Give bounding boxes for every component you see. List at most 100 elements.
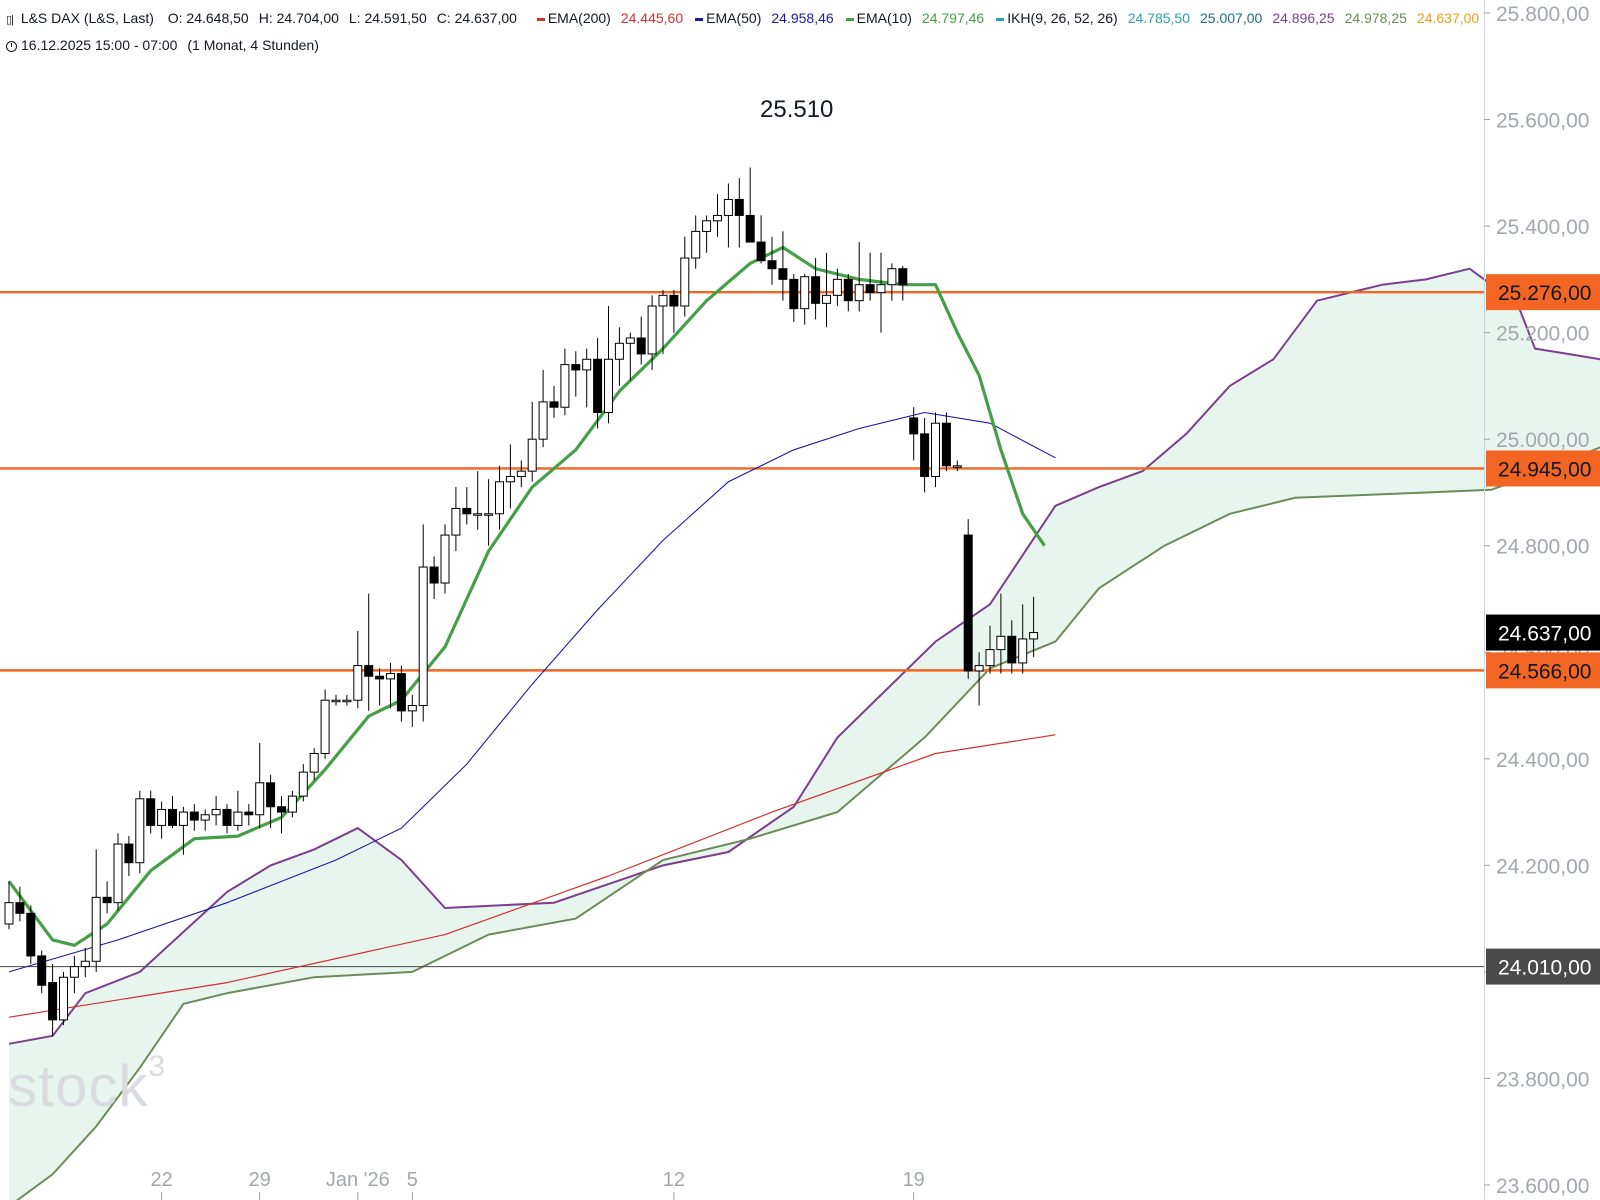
- candle: [80, 947, 90, 978]
- candle: [680, 236, 690, 317]
- senkou-span-a: [8, 267, 1600, 1045]
- candle: [135, 790, 145, 874]
- candle-body: [669, 294, 679, 307]
- candle-body: [211, 808, 221, 816]
- y-tick-label: 24.400,00: [1496, 749, 1589, 772]
- candle-body: [941, 422, 951, 467]
- candle: [309, 748, 319, 781]
- indicator-value: 24.958,46: [771, 10, 834, 26]
- candle: [516, 460, 526, 488]
- candle-body: [789, 278, 799, 310]
- candle-body: [298, 771, 308, 797]
- candle: [277, 796, 286, 834]
- y-tick-label: 25.400,00: [1496, 216, 1589, 239]
- candle: [48, 963, 58, 1036]
- level-tag-bg: [1486, 274, 1600, 311]
- indicator-value: 24.637,00: [1416, 10, 1480, 26]
- time-axis[interactable]: 22 29 Jan '26 5 12 19: [150, 1169, 925, 1200]
- candle: [887, 263, 897, 301]
- y-tick-label: 25.000,00: [1496, 429, 1589, 452]
- candle-body: [658, 294, 668, 307]
- candle-body: [723, 198, 733, 216]
- candle: [527, 401, 537, 482]
- candle-body: [778, 268, 788, 280]
- candle: [996, 593, 1006, 674]
- instrument-name[interactable]: L&S DAX (L&S, Last): [20, 10, 154, 26]
- indicator-label[interactable]: IKH(9, 26, 52, 26): [1007, 10, 1118, 26]
- level-tag-bg: [1486, 652, 1600, 689]
- clock-icon: [6, 41, 17, 52]
- candle: [800, 274, 810, 325]
- candle-body: [898, 268, 908, 286]
- candle-body: [37, 955, 47, 986]
- candle-body: [614, 342, 624, 360]
- last-price-tag-bg: [1486, 614, 1600, 651]
- candle-body: [178, 811, 188, 826]
- ohlc-l: L: 24.591,50: [348, 10, 427, 26]
- legend-row-1: ▯| L&S DAX (L&S, Last) O: 24.648,50 H: 24…: [6, 9, 1487, 29]
- y-tick-label: 25.800,00: [1496, 3, 1589, 26]
- candle: [865, 252, 875, 301]
- candle: [418, 524, 428, 722]
- candle: [244, 804, 254, 826]
- candle-body: [59, 976, 68, 1021]
- y-tick-label: 24.200,00: [1496, 855, 1589, 878]
- ohlc-h: H: 24.704,00: [258, 10, 339, 26]
- candle-body: [277, 806, 286, 813]
- candle-body: [287, 795, 297, 813]
- candle: [462, 487, 472, 525]
- indicator-label[interactable]: EMA(10): [856, 10, 912, 26]
- candle: [702, 215, 712, 253]
- cloud-fill: [9, 268, 1600, 1200]
- senkou-span-b: [15, 446, 1600, 1200]
- x-tick-label: 19: [903, 1169, 925, 1191]
- candle: [342, 694, 352, 706]
- ohlc-values: O: 24.648,50 H: 24.704,00 L: 24.591,50 C: 2…: [162, 10, 521, 26]
- candle-body: [832, 278, 842, 296]
- candle: [233, 790, 243, 831]
- indicator-label[interactable]: EMA(200): [547, 10, 611, 26]
- candle: [832, 268, 842, 306]
- candle: [113, 833, 123, 911]
- candle-body: [516, 470, 526, 477]
- candle-body: [680, 257, 690, 307]
- candle-body: [429, 566, 439, 584]
- candle-body: [484, 513, 494, 516]
- candle: [549, 385, 559, 418]
- candle-body: [811, 276, 821, 304]
- candle: [909, 407, 919, 461]
- candle: [920, 417, 930, 493]
- candle-body: [473, 513, 483, 516]
- candle: [571, 351, 581, 397]
- candle: [353, 630, 363, 709]
- candle: [931, 412, 940, 488]
- candle-body: [386, 673, 395, 680]
- candle: [484, 479, 494, 546]
- candle-body: [440, 534, 450, 584]
- candle: [91, 849, 101, 972]
- candle-body: [91, 896, 101, 962]
- candle-body: [495, 481, 504, 515]
- indicator-label[interactable]: EMA(50): [706, 10, 762, 26]
- candle: [440, 524, 450, 594]
- candle: [429, 556, 439, 599]
- y-tick-label: 25.200,00: [1496, 323, 1589, 346]
- candle-body: [843, 278, 853, 302]
- bar-chart-icon[interactable]: ▯|: [6, 14, 14, 26]
- peak-label: 25.510: [760, 96, 834, 123]
- candle: [505, 444, 515, 509]
- candle: [124, 836, 134, 877]
- candle-body: [593, 358, 603, 414]
- ohlc-o: O: 24.648,50: [167, 10, 249, 26]
- candle-body: [244, 811, 254, 816]
- candle-body: [255, 782, 265, 816]
- candle: [1018, 604, 1028, 674]
- candle-body: [200, 814, 210, 821]
- legend-swatch: [845, 17, 854, 21]
- candle: [222, 804, 232, 834]
- candle-body: [320, 699, 330, 754]
- candle-body: [157, 808, 167, 826]
- price-axis[interactable]: 25.800,00 25.600,00 25.400,00 25.200,00 25.0…: [1484, 0, 1589, 1200]
- candle-body: [756, 241, 766, 262]
